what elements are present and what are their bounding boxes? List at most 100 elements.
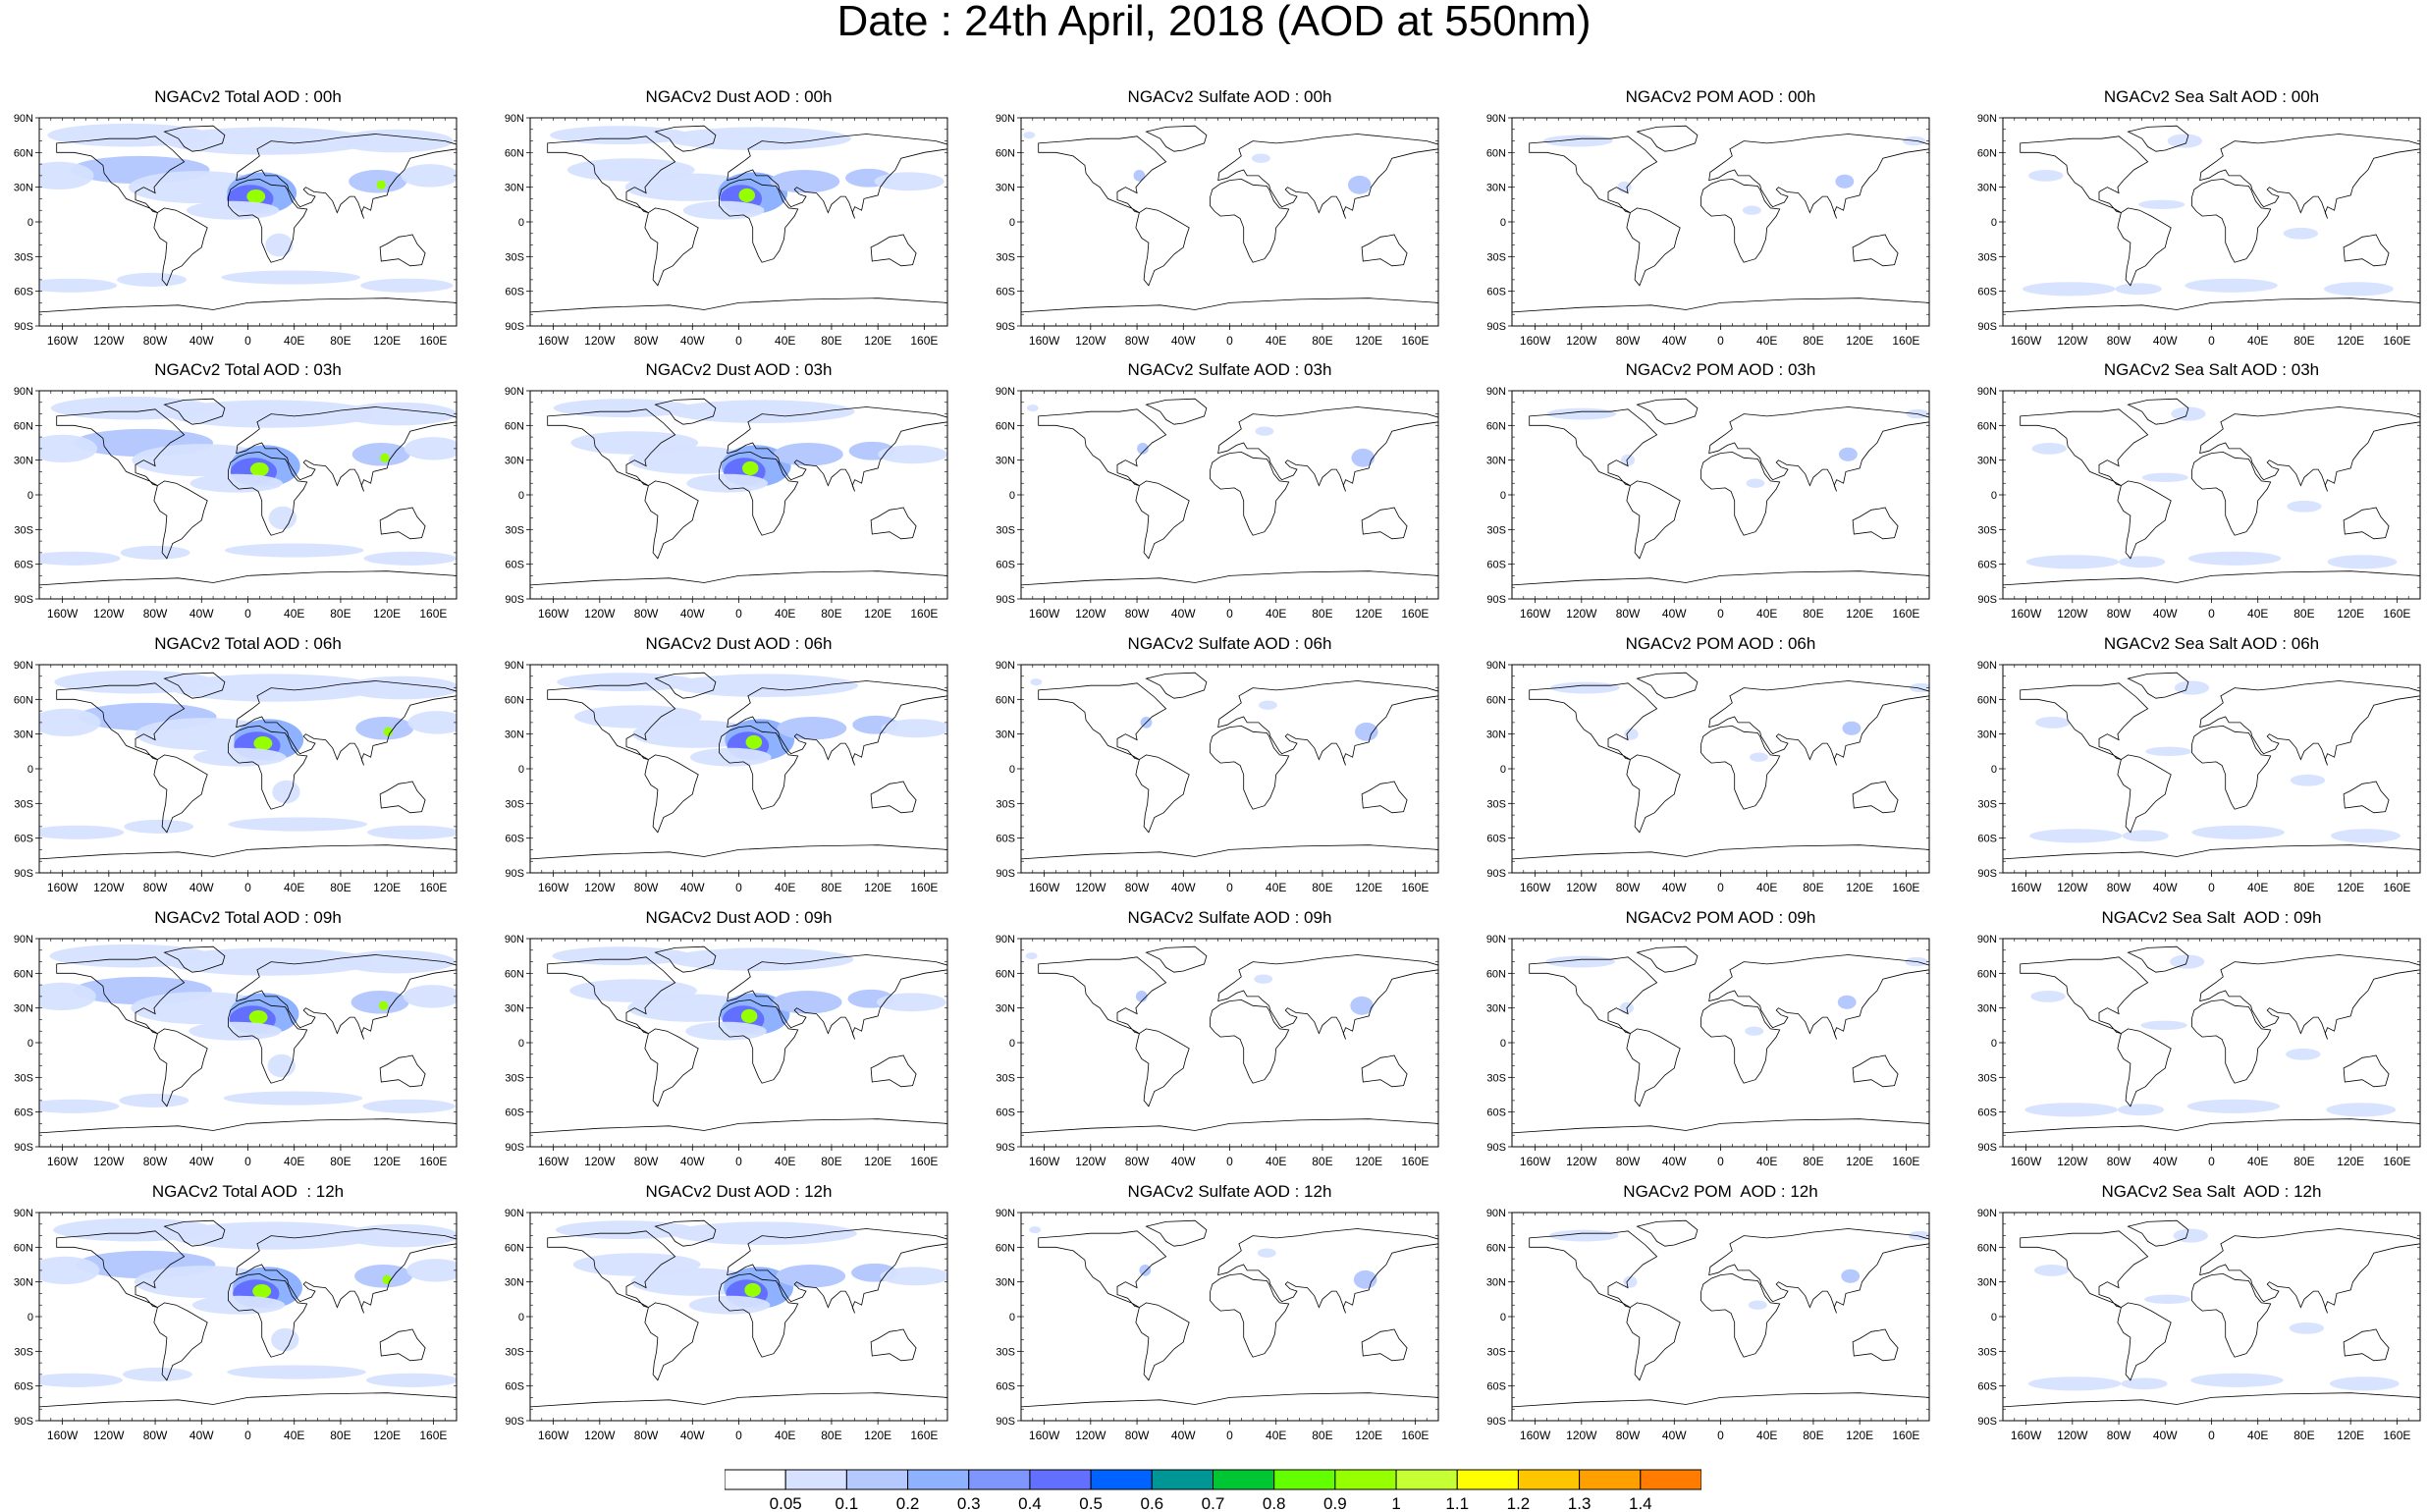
lon-tick-label: 0 [2208, 334, 2215, 348]
lat-tick-label: 0 [1500, 764, 1506, 776]
coastline-south-america [2117, 1302, 2172, 1381]
lon-tick-label: 120W [1566, 881, 1597, 894]
coastline-antarctica [1021, 297, 1438, 313]
lat-tick-label: 0 [1991, 1038, 1997, 1050]
aod-plume [2031, 443, 2067, 455]
lon-tick-label: 160E [419, 881, 447, 894]
lat-tick-label: 60S [505, 834, 524, 845]
lat-tick-label: 90N [1486, 1208, 1506, 1219]
aod-plume [776, 1265, 846, 1288]
lat-tick-label: 30N [1977, 1003, 1997, 1015]
coastline-australia [870, 1054, 917, 1088]
lon-tick-label: 40W [1662, 334, 1687, 348]
coastline-eurasia [1708, 954, 1929, 1040]
coastline-greenland [654, 1219, 717, 1247]
coastline-africa [1209, 999, 1290, 1084]
aod-plume [354, 1265, 413, 1288]
aod-plume [1023, 132, 1036, 139]
aod-plume [555, 1220, 695, 1240]
lon-tick-label: 120E [373, 881, 401, 894]
lon-tick-label: 120W [1566, 334, 1597, 348]
coastline-eurasia [727, 1228, 947, 1314]
aod-field [1512, 665, 1929, 873]
coastline-south-america [2117, 1028, 2172, 1107]
colorbar-label: 1.3 [1568, 1494, 1592, 1512]
world-map: 90N 60N 30N 0 30S 60S 90S 160W 120W 80W 40W 0 40E 80E… [1977, 1208, 2421, 1442]
coastline-south-america [644, 754, 699, 834]
lon-tick-label: 160E [1892, 881, 1919, 894]
lat-tick-label: 60S [1977, 287, 1997, 298]
aod-plume [672, 1221, 857, 1245]
lon-tick-label: 160W [47, 881, 79, 894]
map-panel-seasalt-0: NGACv2 Sea Salt AOD : 00h 90N 60N 30N 0 30S 60… [1964, 88, 2428, 353]
map-panel-pom-4: NGACv2 POM AOD : 12h 90N 60N 30N 0 30S 60S 90S 1… [1473, 1183, 1964, 1448]
lon-tick-label: 160E [2383, 1155, 2410, 1168]
lon-tick-label: 0 [735, 607, 742, 621]
coastline-australia [1361, 1328, 1408, 1362]
lon-tick-label: 40W [1171, 1155, 1196, 1168]
world-map: 90N 60N 30N 0 30S 60S 90S 160W 120W 80W 40W 0 40E 80E… [505, 1208, 948, 1442]
coastline-eurasia [236, 406, 457, 492]
lon-tick-label: 120W [93, 334, 125, 348]
coastline-south-america [1626, 207, 1681, 287]
coastline-eurasia [2199, 1228, 2420, 1314]
aod-plume [686, 473, 769, 493]
lat-tick-label: 30S [1486, 1346, 1506, 1358]
panel-title: NGACv2 Dust AOD : 09h [645, 908, 833, 927]
coastline-antarctica [1021, 1118, 1438, 1134]
aod-plume [1137, 443, 1149, 455]
lon-tick-label: 80W [2107, 607, 2131, 621]
lat-tick-label: 60S [1977, 834, 1997, 845]
lon-tick-label: 80E [330, 881, 351, 894]
lon-tick-label: 40E [1266, 881, 1286, 894]
lat-tick-label: 90N [1977, 113, 1997, 125]
lon-tick-label: 80E [1312, 607, 1332, 621]
panel-title: NGACv2 Dust AOD : 00h [645, 87, 833, 106]
aod-plume [1545, 955, 1616, 968]
aod-plume [1029, 1226, 1042, 1234]
coastline-greenland [2127, 672, 2189, 699]
aod-plume [267, 1053, 296, 1078]
coastline-antarctica [39, 297, 457, 313]
colorbar-swatch [1395, 1469, 1458, 1490]
aod-plume [163, 127, 372, 155]
panel-title: NGACv2 Total AOD : 12h [151, 1182, 345, 1201]
lat-tick-label: 0 [518, 1038, 524, 1050]
coastline-antarctica [2003, 570, 2420, 586]
lat-tick-label: 90S [1977, 1416, 1997, 1428]
coastline-africa [227, 178, 308, 263]
lat-tick-label: 60S [1486, 834, 1506, 845]
lat-tick-label: 30N [14, 456, 33, 467]
lon-tick-label: 40W [1171, 607, 1196, 621]
coastline-africa [1209, 178, 1290, 263]
lon-tick-label: 120E [1355, 881, 1382, 894]
panel-title: NGACv2 POM AOD : 06h [1625, 634, 1816, 653]
lon-tick-label: 40E [2247, 1429, 2268, 1442]
lat-tick-label: 60N [996, 968, 1015, 980]
coastline-greenland [1145, 1219, 1208, 1247]
lat-tick-label: 60S [1486, 287, 1506, 298]
aod-plume [1748, 1300, 1767, 1310]
coastline-greenland [1145, 125, 1208, 152]
lat-tick-label: 60N [996, 1242, 1015, 1254]
colorbar-label: 1.4 [1629, 1494, 1652, 1512]
lat-tick-label: 60S [505, 287, 524, 298]
aod-plume [376, 180, 386, 190]
world-map: 90N 60N 30N 0 30S 60S 90S 160W 120W 80W 40W 0 40E 80E… [505, 113, 948, 348]
coastline-antarctica [530, 844, 947, 860]
lat-tick-label: 60N [1977, 420, 1997, 432]
coastline-greenland [654, 125, 717, 152]
lon-tick-label: 120W [93, 881, 125, 894]
aod-plume [1351, 448, 1376, 467]
lat-tick-label: 60S [1977, 1107, 1997, 1119]
aod-plume [351, 443, 410, 466]
panel-title: NGACv2 POM AOD : 12h [1623, 1182, 1818, 1201]
aod-plume [407, 711, 457, 734]
lon-tick-label: 160E [1401, 607, 1429, 621]
lon-tick-label: 120W [93, 1155, 125, 1168]
lon-tick-label: 80E [1803, 881, 1823, 894]
lat-tick-label: 90S [1977, 1142, 1997, 1154]
coastline-australia [379, 234, 426, 267]
lat-tick-label: 30S [14, 798, 33, 810]
lon-tick-label: 160W [538, 1429, 569, 1442]
